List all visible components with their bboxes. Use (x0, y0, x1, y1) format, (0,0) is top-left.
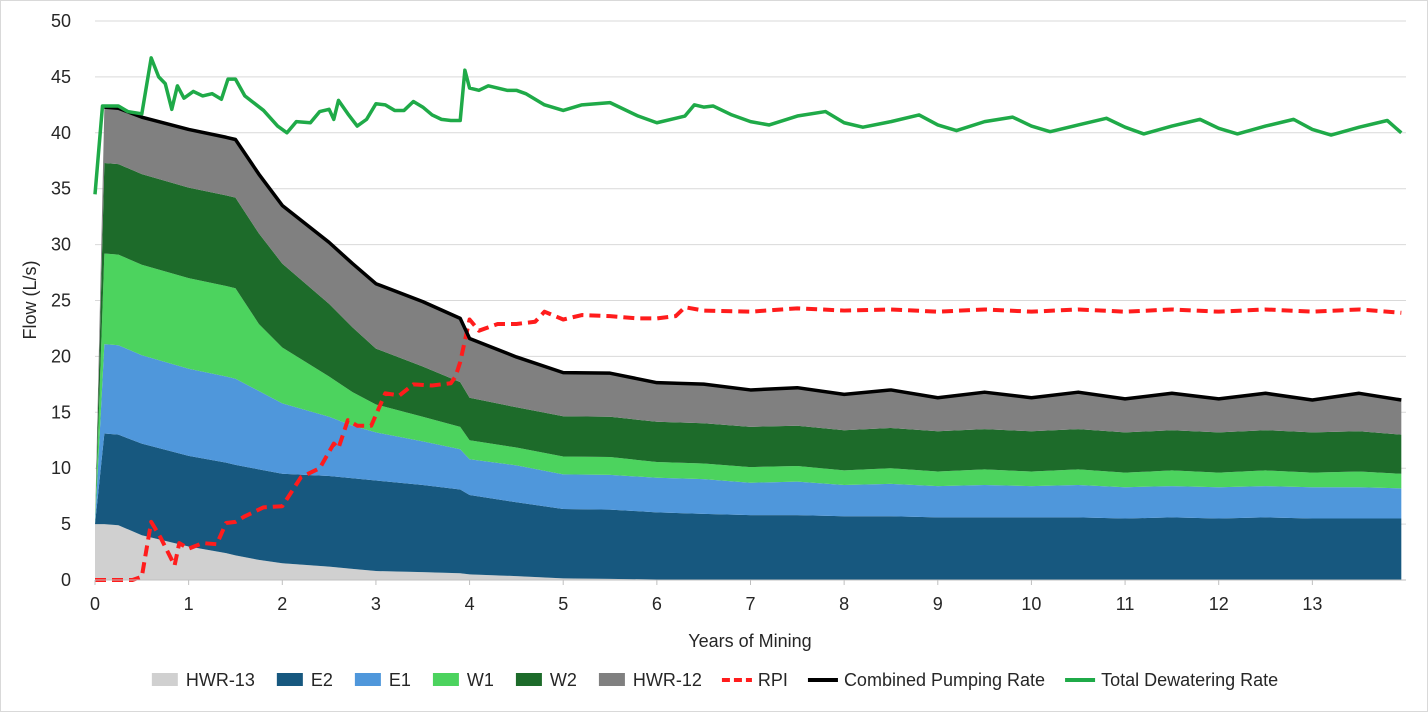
legend-label: W2 (550, 670, 577, 690)
legend-item-total-dewatering-rate: Total Dewatering Rate (1065, 670, 1278, 690)
stacked-areas (95, 107, 1402, 580)
y-tick-label-30: 30 (51, 235, 71, 255)
legend-label: E1 (389, 670, 411, 690)
y-tick-label-10: 10 (51, 458, 71, 478)
x-axis-title: Years of Mining (688, 631, 811, 651)
area-hwr-13 (95, 524, 1402, 580)
legend-item-w1: W1 (432, 670, 494, 690)
y-tick-label-35: 35 (51, 179, 71, 199)
x-tick-label-10: 10 (1021, 594, 1041, 614)
line-combined-pumping-rate (104, 105, 1402, 402)
area-e1 (95, 344, 1402, 525)
y-tick-label-40: 40 (51, 123, 71, 143)
legend-item-hwr-12: HWR-12 (598, 670, 702, 690)
x-tick-label-8: 8 (839, 594, 849, 614)
y-tick-label-50: 50 (51, 11, 71, 31)
y-tick-label-20: 20 (51, 346, 71, 366)
legend-item-e1: E1 (354, 670, 411, 690)
x-tick-label-3: 3 (371, 594, 381, 614)
x-tick-label-9: 9 (933, 594, 943, 614)
area-e2 (95, 433, 1402, 580)
area-w1 (95, 253, 1402, 525)
area-hwr-12 (95, 107, 1402, 525)
y-tick-label-45: 45 (51, 67, 71, 87)
legend-label: RPI (758, 670, 788, 690)
x-tick-label-0: 0 (90, 594, 100, 614)
legend-label: HWR-13 (186, 670, 255, 690)
legend-label: Total Dewatering Rate (1101, 670, 1278, 690)
legend-item-combined-pumping-rate: Combined Pumping Rate (807, 670, 1045, 690)
y-tick-label-25: 25 (51, 291, 71, 311)
legend-item-e2: E2 (276, 670, 333, 690)
legend-swatch (598, 673, 625, 686)
legend-item-w2: W2 (515, 670, 577, 690)
legend-swatch (151, 673, 178, 686)
x-tick-label-7: 7 (745, 594, 755, 614)
y-tick-label-0: 0 (61, 570, 71, 590)
x-tick-label-2: 2 (277, 594, 287, 614)
legend-swatch (354, 673, 381, 686)
legend-label: E2 (311, 670, 333, 690)
y-axis-title: Flow (L/s) (20, 260, 40, 339)
x-tick-label-11: 11 (1116, 594, 1135, 614)
legend-swatch (276, 673, 303, 686)
line-series (93, 56, 1403, 582)
legend-label: HWR-12 (633, 670, 702, 690)
legend-item-rpi: RPI (721, 670, 788, 690)
area-w2 (95, 162, 1402, 525)
y-tick-label-5: 5 (61, 514, 71, 534)
line-total-dewatering-rate (93, 56, 1403, 195)
x-tick-label-6: 6 (652, 594, 662, 614)
x-tick-label-5: 5 (558, 594, 568, 614)
legend-swatch (432, 673, 459, 686)
y-tick-label-15: 15 (51, 402, 71, 422)
legend-label: W1 (467, 670, 494, 690)
legend-label: Combined Pumping Rate (844, 670, 1045, 690)
legend: HWR-13 E2 E1 W1 W2 HWR-12 RPI Combined Pumping … (151, 670, 1278, 690)
legend-item-hwr-13: HWR-13 (151, 670, 255, 690)
legend-swatch (515, 673, 542, 686)
x-tick-label-1: 1 (184, 594, 194, 614)
x-tick-label-4: 4 (465, 594, 475, 614)
x-tick-label-12: 12 (1209, 594, 1229, 614)
x-tick-label-13: 13 (1302, 594, 1322, 614)
line-rpi (95, 305, 1402, 582)
